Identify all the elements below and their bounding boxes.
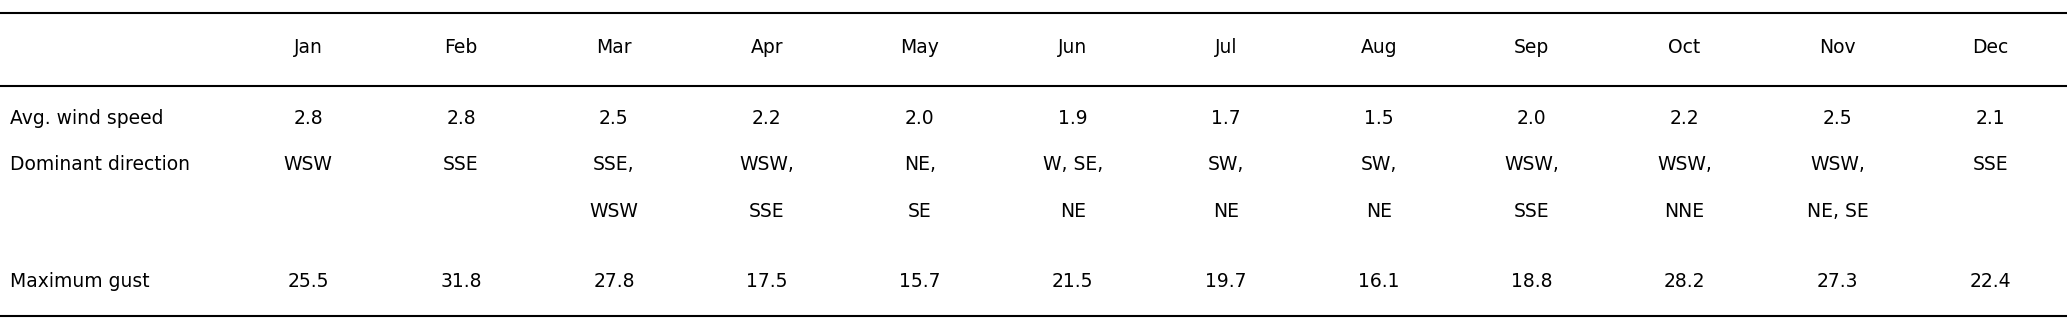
Text: 2.1: 2.1 [1976,110,2005,128]
Text: SE: SE [907,202,932,221]
Text: SW,: SW, [1360,155,1397,174]
Text: 1.9: 1.9 [1058,110,1087,128]
Text: Jul: Jul [1215,38,1236,57]
Text: Nov: Nov [1819,38,1856,57]
Text: Jun: Jun [1058,38,1087,57]
Text: 25.5: 25.5 [287,273,329,291]
Text: 21.5: 21.5 [1052,273,1093,291]
Text: 2.0: 2.0 [1517,110,1546,128]
Text: 16.1: 16.1 [1358,273,1399,291]
Text: NNE: NNE [1664,202,1705,221]
Text: Oct: Oct [1668,38,1701,57]
Text: 31.8: 31.8 [440,273,482,291]
Text: W, SE,: W, SE, [1042,155,1104,174]
Text: 27.3: 27.3 [1817,273,1858,291]
Text: NE: NE [1366,202,1391,221]
Text: Dominant direction: Dominant direction [10,155,190,174]
Text: 2.5: 2.5 [599,110,628,128]
Text: WSW: WSW [283,155,333,174]
Text: WSW,: WSW, [740,155,794,174]
Text: 2.8: 2.8 [446,110,475,128]
Text: 17.5: 17.5 [746,273,788,291]
Text: NE,: NE, [903,155,936,174]
Text: Feb: Feb [444,38,477,57]
Text: WSW,: WSW, [1658,155,1711,174]
Text: NE: NE [1213,202,1238,221]
Text: 15.7: 15.7 [899,273,940,291]
Text: SSE: SSE [1972,155,2009,174]
Text: WSW: WSW [589,202,639,221]
Text: 2.2: 2.2 [1670,110,1699,128]
Text: Mar: Mar [595,38,633,57]
Text: SW,: SW, [1207,155,1244,174]
Text: May: May [901,38,938,57]
Text: Apr: Apr [750,38,783,57]
Text: 28.2: 28.2 [1664,273,1705,291]
Text: 2.5: 2.5 [1823,110,1852,128]
Text: 1.5: 1.5 [1364,110,1393,128]
Text: WSW,: WSW, [1505,155,1559,174]
Text: 19.7: 19.7 [1205,273,1246,291]
Text: 2.8: 2.8 [294,110,322,128]
Text: NE, SE: NE, SE [1807,202,1869,221]
Text: 2.0: 2.0 [905,110,934,128]
Text: SSE: SSE [748,202,785,221]
Text: 2.2: 2.2 [752,110,781,128]
Text: Aug: Aug [1360,38,1397,57]
Text: Sep: Sep [1513,38,1550,57]
Text: Maximum gust: Maximum gust [10,273,151,291]
Text: Dec: Dec [1972,38,2009,57]
Text: SSE,: SSE, [593,155,635,174]
Text: NE: NE [1060,202,1085,221]
Text: WSW,: WSW, [1811,155,1864,174]
Text: SSE: SSE [1513,202,1550,221]
Text: SSE: SSE [442,155,480,174]
Text: Avg. wind speed: Avg. wind speed [10,110,163,128]
Text: 18.8: 18.8 [1511,273,1552,291]
Text: 1.7: 1.7 [1211,110,1240,128]
Text: 22.4: 22.4 [1970,273,2011,291]
Text: Jan: Jan [294,38,322,57]
Text: 27.8: 27.8 [593,273,635,291]
